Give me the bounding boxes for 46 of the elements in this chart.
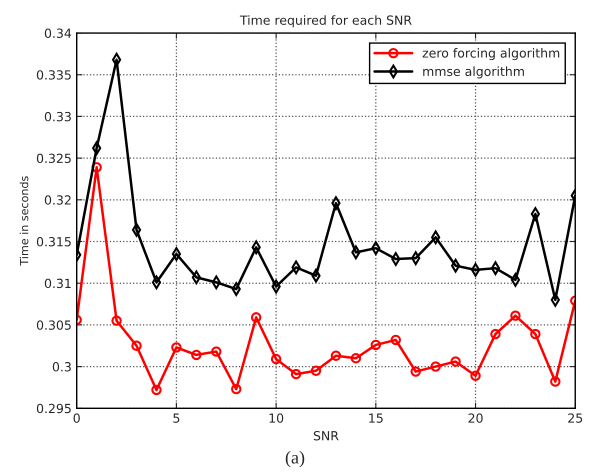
y-tick-label: 0.325 [36,154,71,164]
point [310,366,322,376]
point [111,316,122,326]
point [430,361,441,372]
point [510,310,521,321]
x-tick-label: 0 [74,413,80,423]
y-tick-label: 0.31 [44,278,71,288]
y-tick-label: 0.335 [36,70,71,80]
x-tick-label: 20 [468,413,483,423]
point [410,366,421,377]
y-tick-label: 0.295 [36,404,71,414]
y-tick-label: 0.315 [36,236,71,246]
point [270,354,282,364]
point [250,312,262,323]
point [550,376,561,387]
point [470,370,481,381]
point [390,334,401,346]
y-tick-label: 0.305 [36,320,71,330]
y-tick-label: 0.32 [44,195,71,205]
point [91,162,102,173]
point [330,350,342,361]
point [171,342,182,353]
y-tick-label: 0.34 [44,28,72,38]
y-tick-label: 0.3 [52,362,71,372]
x-tick-label: 15 [369,414,383,423]
point [131,340,142,351]
x-tick-label: 5 [173,414,180,423]
y-tick-label: 0.33 [44,112,71,122]
point [350,353,362,364]
point [490,328,501,340]
y-axis-title: Time in seconds [20,176,28,266]
point [450,356,461,367]
text: (a) [286,450,304,468]
point [530,328,541,340]
point [370,340,382,350]
chart-title: Time required for each SNR [240,15,412,28]
x-tick-label: 10 [270,413,284,423]
x-axis-title: SNR [314,431,339,440]
point [231,384,242,394]
legend-label: mmse algorithm [423,66,524,78]
x-tick-label: 25 [568,413,582,423]
point [151,384,162,396]
point [290,368,302,380]
legend-label: zero forcing algorithm [422,48,560,60]
point [211,346,222,357]
point [191,350,202,360]
